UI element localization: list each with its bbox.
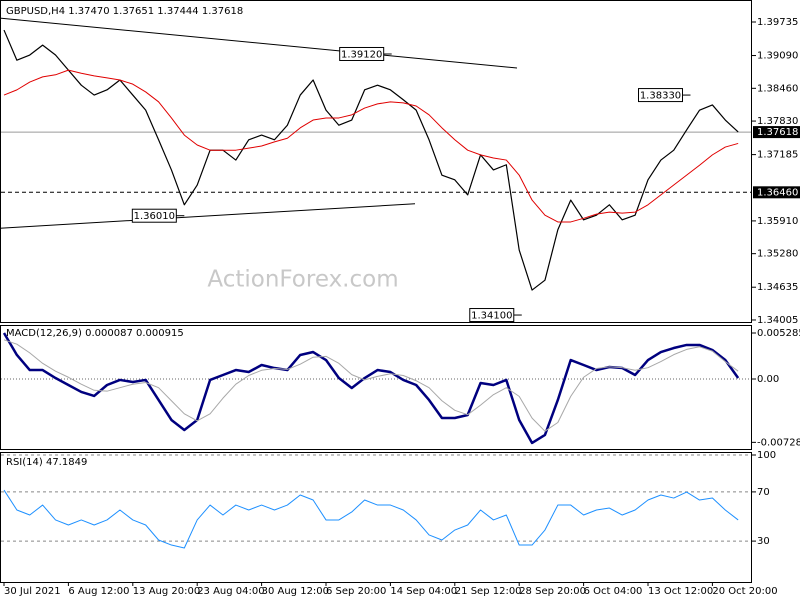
level-label: 1.36460 — [757, 187, 798, 198]
series-line — [3, 69, 739, 223]
panel-frame — [0, 325, 752, 450]
series-line — [3, 489, 739, 549]
trendline — [0, 203, 416, 229]
series-line — [3, 339, 739, 432]
y-tick-label: 1.35910 — [757, 216, 798, 227]
annotation-box — [131, 208, 177, 223]
x-tick-label: 6 Aug 12:00 — [68, 586, 129, 597]
y-tick-label: 1.39735 — [757, 17, 798, 28]
watermark: ActionForex.com — [207, 267, 398, 293]
panel-frame — [0, 0, 752, 323]
x-tick-label: 21 Sep 12:00 — [455, 586, 522, 597]
y-tick-label: 70 — [757, 487, 770, 498]
x-tick-label: 20 Oct 20:00 — [712, 586, 777, 597]
annotation-box — [638, 88, 684, 103]
y-tick-label: 1.34005 — [757, 315, 798, 326]
level-label-box — [753, 186, 800, 199]
x-tick-label: 28 Sep 20:00 — [519, 586, 586, 597]
y-tick-label: 1.38460 — [757, 83, 798, 94]
price-label-box — [753, 126, 800, 139]
y-tick-label: 30 — [757, 536, 770, 547]
annotation-box — [469, 308, 515, 323]
y-tick-label: 1.34635 — [757, 282, 798, 293]
x-tick-label: 13 Oct 12:00 — [648, 586, 713, 597]
y-tick-label: -0.00728 — [757, 437, 800, 448]
annotation-label: 1.39120 — [341, 49, 382, 60]
panel-title: MACD(12,26,9) 0.000087 0.000915 — [6, 328, 184, 339]
y-tick-label: 1.35280 — [757, 249, 798, 260]
y-tick-label: 1.37830 — [757, 116, 798, 127]
x-tick-label: 23 Aug 04:00 — [197, 586, 264, 597]
x-tick-label: 13 Aug 20:00 — [133, 586, 200, 597]
y-tick-label: 0.005285 — [757, 328, 800, 339]
x-tick-label: 6 Oct 04:00 — [584, 586, 643, 597]
annotation-label: 1.38330 — [640, 91, 681, 102]
annotation-label: 1.34100 — [471, 311, 512, 322]
x-tick-label: 6 Sep 20:00 — [326, 586, 386, 597]
x-tick-label: 30 Aug 12:00 — [262, 586, 329, 597]
annotation-box — [339, 46, 385, 61]
x-tick-label: 14 Sep 04:00 — [390, 586, 457, 597]
y-tick-label: 1.37185 — [757, 150, 798, 161]
panel-frame — [0, 452, 752, 583]
y-tick-label: 1.39090 — [757, 51, 798, 62]
panel-title: GBPUSD,H4 1.37470 1.37651 1.37444 1.3761… — [6, 6, 243, 17]
x-tick-label: 30 Jul 2021 — [4, 586, 61, 597]
panel-title: RSI(14) 47.1849 — [6, 457, 87, 468]
price-label: 1.37618 — [757, 127, 798, 138]
annotation-label: 1.36010 — [134, 211, 175, 222]
trendline — [0, 17, 518, 69]
y-tick-label: 100 — [757, 450, 776, 461]
y-tick-label: 0.00 — [757, 374, 779, 385]
